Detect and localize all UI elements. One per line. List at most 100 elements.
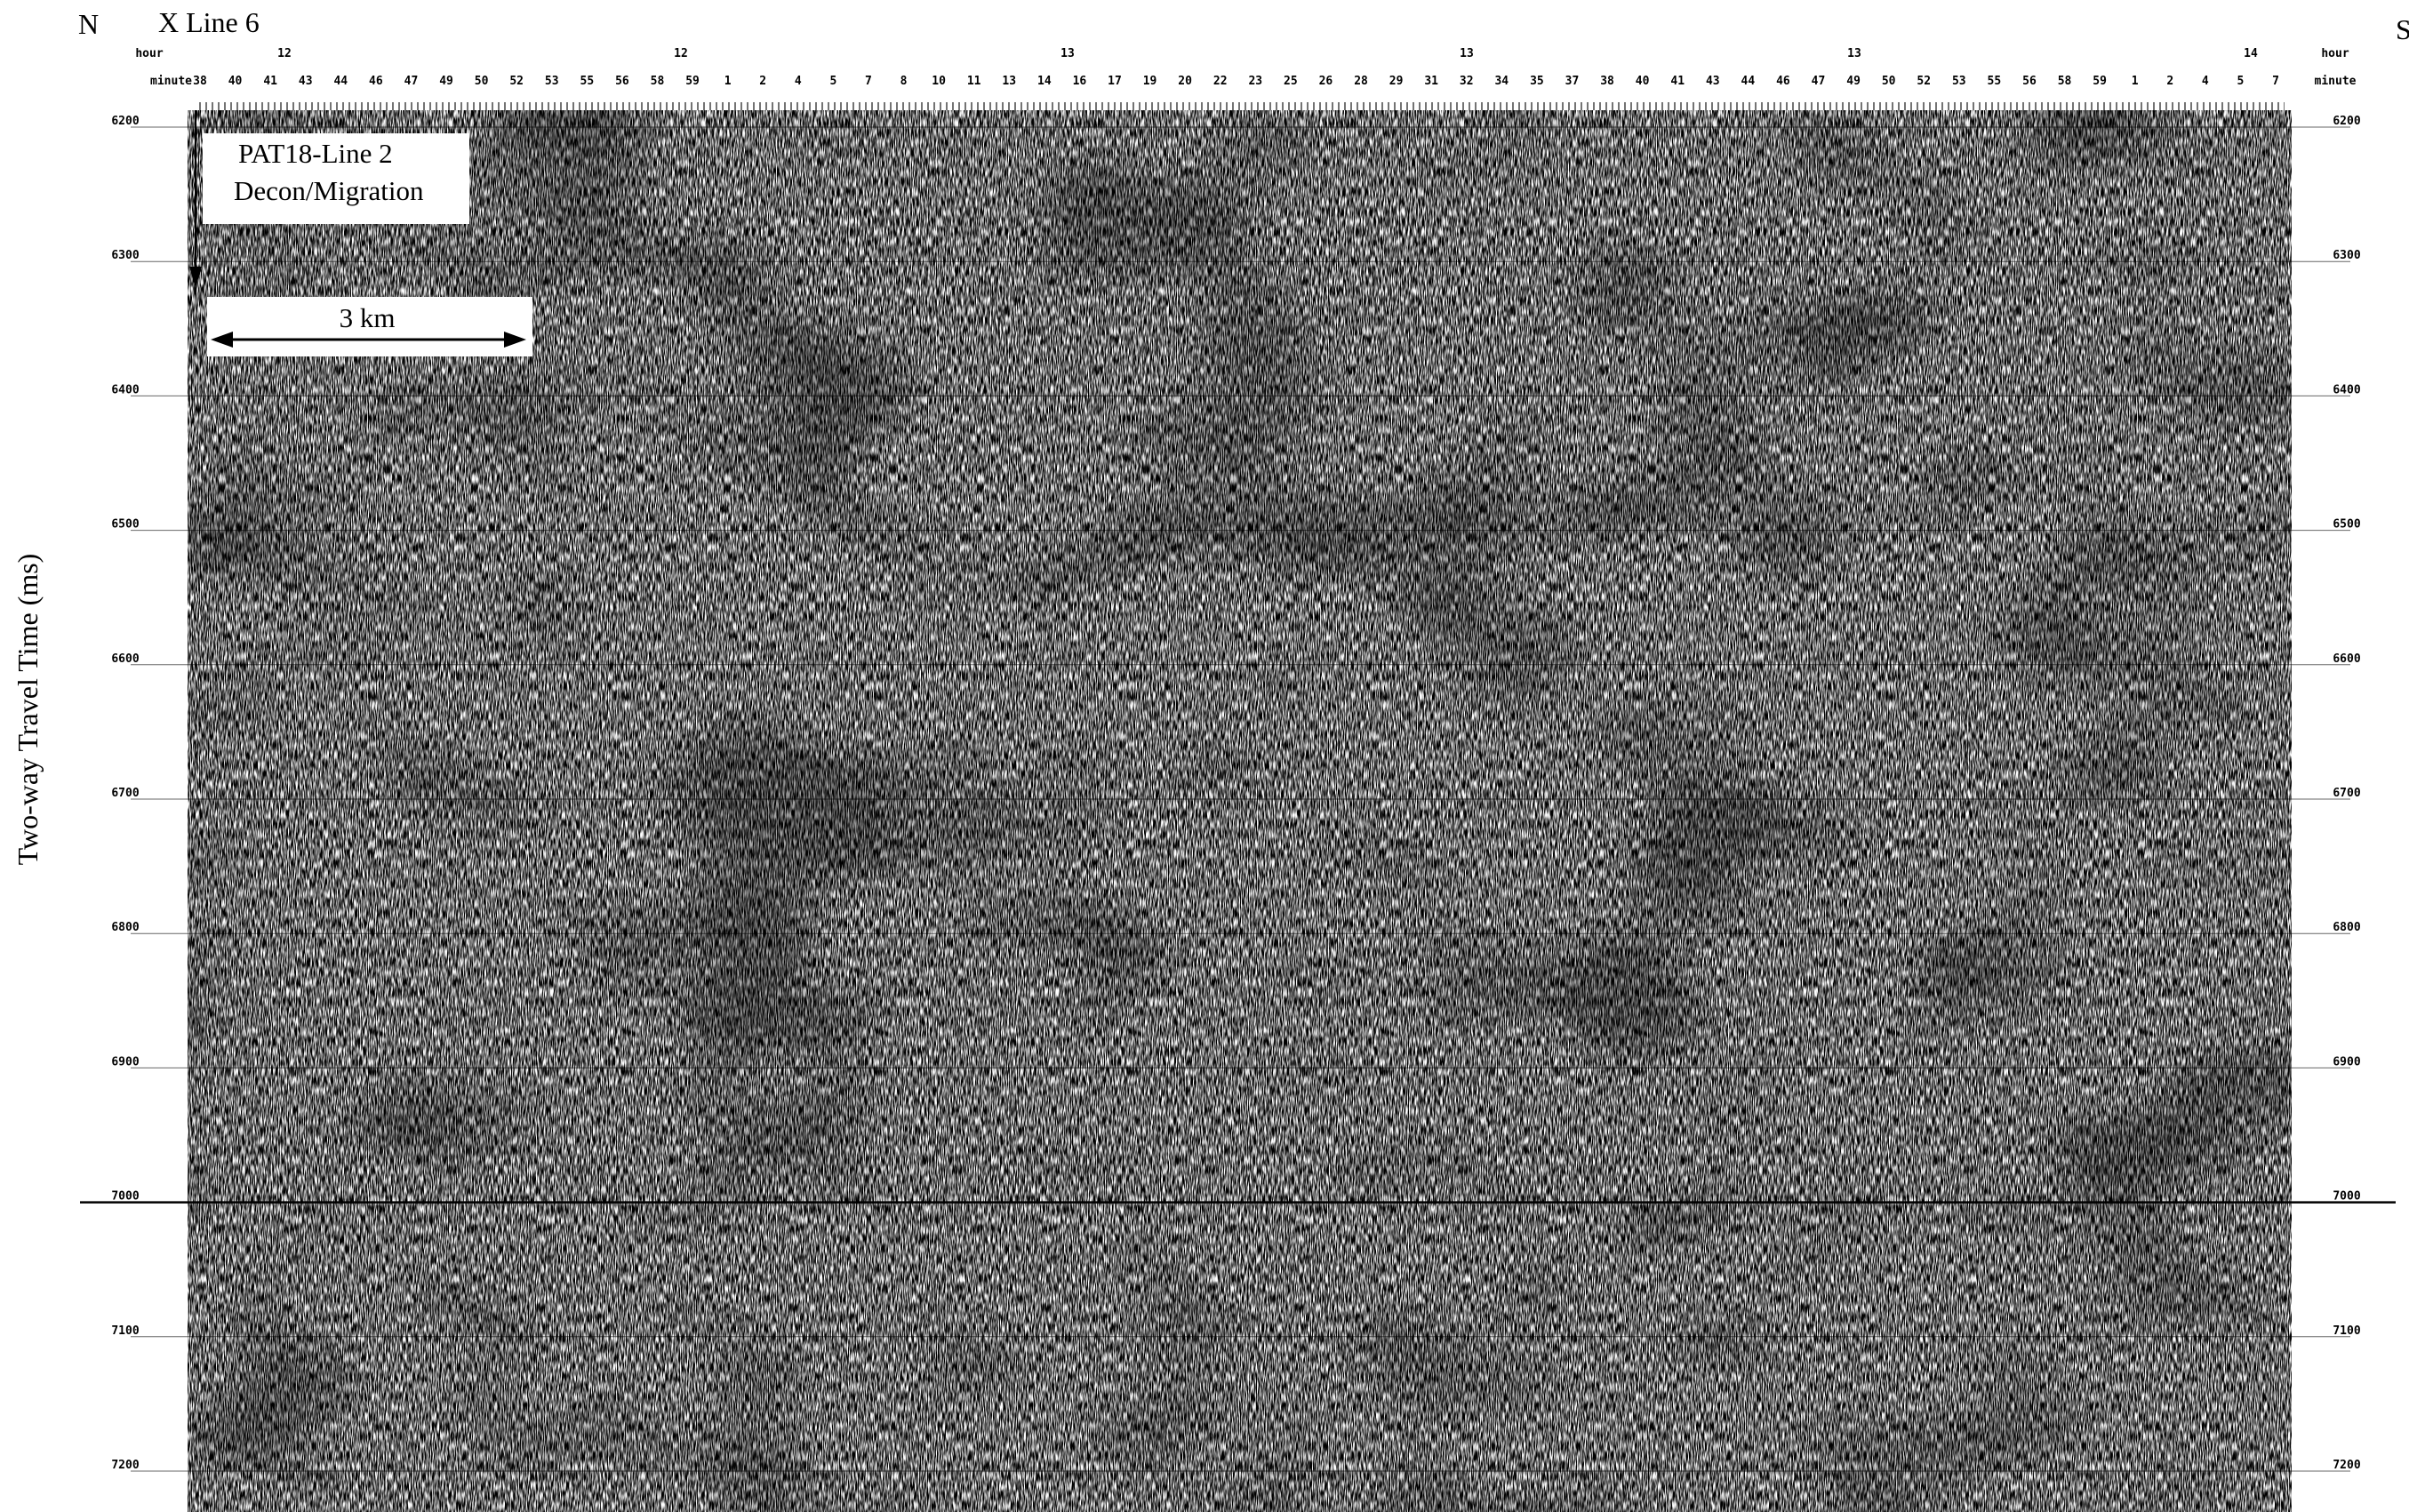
minute-tick-label: 5 (829, 75, 836, 88)
minute-tick-label: 19 (1143, 75, 1157, 88)
minute-tick-label: 1 (724, 75, 732, 88)
minute-tick-label: 37 (1565, 75, 1580, 88)
south-label: S (2396, 13, 2409, 45)
minute-tick-label: 58 (2058, 75, 2072, 88)
minute-tick-label: 17 (1108, 75, 1122, 88)
hour-tick-label: 12 (674, 47, 688, 60)
y-tick-label: 7000 (2333, 1190, 2360, 1204)
minute-tick-label: 55 (580, 75, 595, 88)
y-tick-label: 7000 (111, 1190, 139, 1204)
y-tick-label: 6800 (2333, 921, 2360, 934)
minute-tick-label: 56 (2022, 75, 2037, 88)
minute-tick-label: 44 (333, 75, 348, 88)
minute-tick-label: 58 (651, 75, 665, 88)
minute-tick-label: 40 (1636, 75, 1650, 88)
y-tick-label: 6200 (111, 115, 139, 128)
y-tick-label: 6200 (2333, 115, 2360, 128)
minute-label: minute (150, 75, 192, 88)
minute-tick-label: 13 (1002, 75, 1016, 88)
minute-tick-label: 43 (1706, 75, 1720, 88)
minute-tick-label: 23 (1248, 75, 1262, 88)
minute-tick-label: 46 (369, 75, 383, 88)
minute-tick-label: 47 (404, 75, 419, 88)
minute-tick-label: 7 (865, 75, 872, 88)
minute-tick-label: 31 (1424, 75, 1438, 88)
minute-tick-label: 41 (1670, 75, 1685, 88)
minute-tick-label: 52 (509, 75, 524, 88)
section-title: PAT18-Line 2 (238, 138, 393, 169)
hour-tick-label: 12 (277, 47, 292, 60)
minute-tick-label: 32 (1460, 75, 1474, 88)
y-tick-label: 6400 (2333, 383, 2360, 396)
minute-tick-label: 20 (1178, 75, 1192, 88)
y-tick-label: 6500 (111, 518, 139, 532)
minute-tick-label: 43 (299, 75, 313, 88)
hour-label: hour (2321, 47, 2349, 60)
y-tick-label: 6600 (2333, 652, 2360, 666)
y-tick-label: 6800 (111, 921, 139, 934)
minute-tick-label: 55 (1988, 75, 2002, 88)
y-tick-label: 6700 (2333, 787, 2360, 800)
minute-tick-label: 25 (1284, 75, 1298, 88)
minute-tick-label: 35 (1530, 75, 1544, 88)
hour-tick-label: 14 (2244, 47, 2258, 60)
minute-tick-label: 52 (1917, 75, 1931, 88)
y-tick-label: 6400 (111, 383, 139, 396)
minute-tick-label: 40 (228, 75, 243, 88)
hour-tick-label: 13 (1847, 47, 1861, 60)
processing-label: Decon/Migration (234, 175, 424, 206)
minute-tick-label: 47 (1812, 75, 1826, 88)
minute-tick-label: 50 (475, 75, 489, 88)
minute-tick-label: 22 (1213, 75, 1228, 88)
minute-tick-label: 41 (263, 75, 277, 88)
minute-tick-label: 38 (193, 75, 207, 88)
minute-tick-label: 29 (1389, 75, 1404, 88)
minute-tick-label: 26 (1319, 75, 1333, 88)
y-tick-label: 6900 (111, 1055, 139, 1068)
minute-tick-label: 10 (932, 75, 946, 88)
y-tick-label: 7200 (2333, 1459, 2360, 1472)
minute-tick-label: 50 (1882, 75, 1896, 88)
y-tick-label: 7100 (111, 1324, 139, 1338)
y-tick-label: 6300 (111, 249, 139, 262)
hour-label: hour (135, 47, 163, 60)
minute-tick-label: 49 (1846, 75, 1861, 88)
y-tick-label: 6600 (111, 652, 139, 666)
y-tick-label: 6300 (2333, 249, 2360, 262)
minute-tick-label: 34 (1494, 75, 1509, 88)
minute-tick-label: 8 (900, 75, 908, 88)
y-tick-label: 7100 (2333, 1324, 2360, 1338)
minute-tick-label: 1 (2132, 75, 2139, 88)
minute-tick-label: 4 (795, 75, 802, 88)
north-label: N (78, 8, 99, 40)
minute-tick-label: 2 (2166, 75, 2173, 88)
scale-box (207, 297, 532, 356)
minute-tick-label: 46 (1776, 75, 1790, 88)
hour-tick-label: 13 (1460, 47, 1474, 60)
label-box (203, 133, 469, 224)
crossing-arrowhead (189, 267, 202, 288)
minute-tick-label: 53 (545, 75, 559, 88)
minute-tick-label: 28 (1354, 75, 1368, 88)
minute-tick-label: 5 (2237, 75, 2245, 88)
minute-tick-label: 4 (2202, 75, 2209, 88)
minute-tick-label: 59 (2093, 75, 2107, 88)
minute-tick-label: 56 (615, 75, 629, 88)
minute-tick-label: 14 (1037, 75, 1052, 88)
minute-tick-label: 2 (759, 75, 766, 88)
minute-label: minute (2315, 75, 2357, 88)
seismic-image (188, 110, 2292, 1512)
minute-tick-label: 44 (1741, 75, 1756, 88)
minute-tick-label: 38 (1600, 75, 1614, 88)
minute-tick-label: 49 (439, 75, 453, 88)
scale-label: 3 km (340, 302, 396, 333)
line-label: X Line 6 (158, 6, 260, 38)
minute-tick-label: 53 (1952, 75, 1966, 88)
scale-arrow-right (504, 332, 526, 348)
y-tick-label: 6500 (2333, 518, 2360, 532)
minute-tick-label: 7 (2272, 75, 2279, 88)
minute-tick-label: 59 (685, 75, 700, 88)
minute-tick-label: 16 (1073, 75, 1087, 88)
y-axis-title: Two-way Travel Time (ms) (12, 554, 44, 866)
